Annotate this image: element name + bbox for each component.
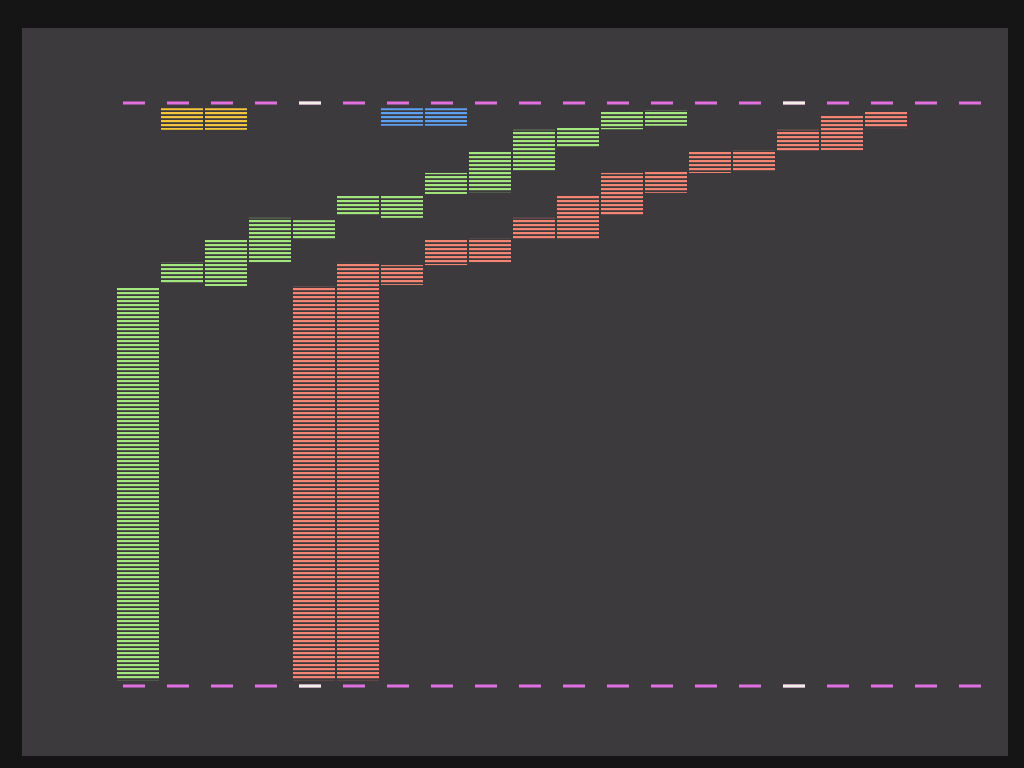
bar [161, 262, 203, 284]
bar [601, 112, 643, 129]
bar [381, 195, 423, 218]
bar [777, 130, 819, 152]
bar [425, 108, 467, 125]
bar [645, 110, 687, 126]
bar [469, 152, 511, 192]
bar [337, 263, 379, 680]
grid-line [299, 685, 985, 688]
bar [733, 150, 775, 172]
bar [293, 286, 335, 680]
bar [249, 218, 291, 262]
screen [22, 28, 1008, 756]
grid-line [123, 102, 985, 105]
bar [293, 220, 335, 240]
bar [337, 195, 379, 215]
bar [425, 240, 467, 265]
bar [205, 108, 247, 130]
bar [425, 173, 467, 194]
bar [381, 265, 423, 285]
bar [513, 218, 555, 240]
bar [601, 173, 643, 215]
grid [123, 103, 985, 686]
bar [645, 172, 687, 193]
bar [161, 108, 203, 130]
chart [0, 0, 1024, 768]
bar [381, 108, 423, 125]
grid-line [123, 685, 985, 688]
bar [513, 130, 555, 171]
bezel [0, 0, 1024, 768]
bar [205, 240, 247, 286]
grid-line [299, 102, 985, 105]
bar [557, 195, 599, 240]
bar [557, 127, 599, 148]
bar [117, 288, 159, 680]
bar [821, 115, 863, 150]
bar [469, 238, 511, 262]
bars [117, 108, 907, 680]
bar [689, 152, 731, 173]
bar [865, 112, 907, 128]
